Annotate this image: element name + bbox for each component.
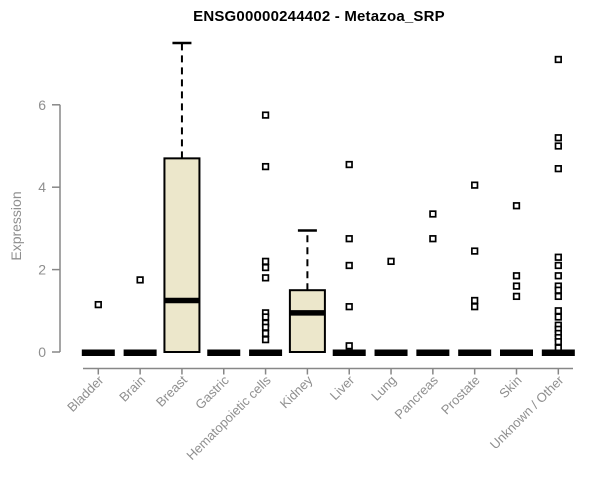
zero-bar-unknown-other	[541, 349, 575, 356]
zero-bar-lung	[374, 349, 408, 356]
zero-bar-skin	[500, 349, 533, 356]
outlier-unknown-other-5	[554, 261, 562, 270]
y-tick-label: 4	[38, 179, 46, 195]
x-tick-label-bladder: Bladder	[64, 372, 107, 415]
outlier-unknown-other-0	[554, 55, 562, 64]
x-tick-label-unknown-other: Unknown / Other	[487, 372, 567, 452]
outlier-hematopoietic-cells-6	[261, 313, 270, 321]
outlier-brain-0	[136, 276, 144, 284]
chart-title: ENSG00000244402 - Metazoa_SRP	[193, 8, 445, 25]
outlier-skin-1	[512, 272, 521, 280]
x-tick-label-liver: Liver	[327, 372, 358, 403]
zero-bar-brain	[123, 349, 157, 356]
outlier-unknown-other-9	[554, 292, 562, 301]
outlier-prostate-3	[471, 303, 479, 311]
x-tick-label-prostate: Prostate	[438, 373, 483, 418]
outlier-hematopoietic-cells-2	[261, 257, 270, 266]
zero-bar-hematopoietic-cells	[249, 349, 283, 356]
x-tick-label-kidney: Kidney	[277, 372, 316, 411]
outlier-unknown-other-8	[554, 286, 562, 294]
outlier-liver-3	[345, 303, 353, 311]
outlier-hematopoietic-cells-9	[261, 329, 270, 338]
outlier-hematopoietic-cells-8	[261, 323, 270, 331]
box-breast	[163, 157, 201, 353]
outlier-pancreas-0	[429, 210, 437, 218]
x-tick-label-breast: Breast	[153, 372, 190, 409]
outlier-liver-2	[345, 261, 353, 270]
outlier-prostate-0	[471, 181, 479, 189]
outlier-hematopoietic-cells-0	[261, 111, 270, 119]
x-tick-label-gastric: Gastric	[192, 372, 232, 412]
outlier-hematopoietic-cells-3	[261, 263, 270, 272]
outlier-lung-0	[387, 257, 395, 266]
outlier-unknown-other-3	[554, 165, 562, 173]
zero-bar-liver	[332, 349, 366, 356]
zero-bar-prostate	[458, 349, 492, 356]
outlier-skin-2	[512, 282, 521, 290]
outlier-pancreas-1	[429, 235, 437, 243]
y-tick-label: 6	[38, 97, 46, 113]
x-tick-label-pancreas: Pancreas	[392, 372, 442, 422]
outlier-unknown-other-2	[554, 142, 562, 150]
outlier-skin-0	[512, 202, 521, 210]
outlier-unknown-other-6	[554, 272, 562, 280]
outlier-liver-4	[345, 342, 353, 350]
outlier-hematopoietic-cells-1	[261, 162, 270, 171]
zero-bar-pancreas	[416, 349, 450, 356]
outlier-prostate-2	[471, 296, 479, 305]
outlier-unknown-other-11	[554, 313, 562, 321]
outlier-prostate-1	[471, 247, 479, 255]
y-tick-label: 2	[38, 262, 46, 278]
outlier-unknown-other-4	[554, 253, 562, 261]
x-tick-label-lung: Lung	[368, 373, 399, 404]
zero-bar-bladder	[81, 349, 115, 356]
outlier-hematopoietic-cells-4	[261, 274, 270, 282]
x-tick-label-skin: Skin	[496, 373, 524, 401]
outlier-skin-3	[512, 292, 521, 301]
outlier-bladder-0	[94, 300, 102, 309]
y-tick-label: 0	[38, 344, 46, 360]
outlier-unknown-other-16	[554, 338, 562, 346]
outlier-liver-0	[345, 160, 353, 169]
x-tick-label-brain: Brain	[116, 373, 148, 405]
box-kidney	[288, 289, 326, 354]
zero-bar-gastric	[207, 349, 241, 356]
outlier-unknown-other-10	[554, 307, 562, 315]
outlier-unknown-other-1	[554, 134, 562, 142]
outlier-hematopoietic-cells-10	[261, 335, 270, 344]
outlier-liver-1	[345, 235, 353, 243]
